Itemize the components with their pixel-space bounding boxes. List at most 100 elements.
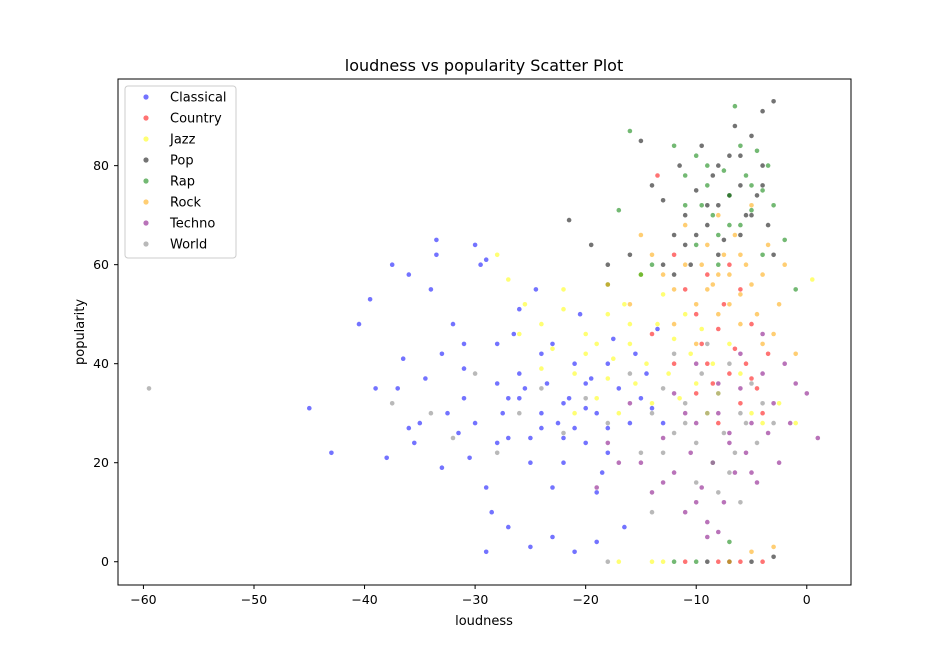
- point-pop: [716, 163, 721, 168]
- point-country: [738, 287, 743, 292]
- point-rock: [793, 351, 798, 357]
- point-world: [705, 410, 710, 416]
- legend-marker-pop: [143, 157, 149, 163]
- point-pop: [749, 212, 754, 218]
- point-classical: [583, 381, 588, 386]
- point-techno: [627, 401, 633, 406]
- point-pop: [771, 554, 776, 560]
- point-rock: [638, 232, 644, 238]
- point-rock: [749, 203, 754, 208]
- point-pop: [693, 232, 699, 238]
- point-jazz: [539, 366, 544, 371]
- point-classical: [528, 460, 533, 466]
- x-axis-label: loudness: [455, 614, 513, 629]
- point-country: [693, 311, 699, 317]
- point-world: [517, 410, 522, 416]
- point-classical: [611, 336, 616, 342]
- point-techno: [693, 500, 699, 505]
- point-techno: [760, 331, 765, 337]
- point-jazz: [793, 420, 798, 426]
- point-jazz: [594, 396, 599, 401]
- point-classical: [367, 297, 373, 302]
- point-world: [699, 371, 704, 376]
- point-rap: [649, 262, 655, 268]
- legend-label-country: Country: [170, 112, 222, 127]
- point-country: [671, 252, 677, 258]
- points-layer: [146, 99, 821, 564]
- point-rap: [765, 163, 771, 168]
- point-pop: [771, 99, 776, 104]
- legend-marker-techno: [143, 220, 149, 226]
- point-jazz: [616, 410, 622, 416]
- y-tick-label: 60: [93, 257, 109, 272]
- point-pop: [699, 143, 704, 149]
- point-classical: [539, 351, 544, 357]
- point-classical: [489, 509, 495, 515]
- point-classical: [517, 371, 522, 376]
- point-classical: [616, 386, 622, 391]
- point-classical: [494, 440, 500, 446]
- point-world: [389, 401, 395, 406]
- point-techno: [705, 519, 710, 525]
- point-jazz: [594, 341, 599, 347]
- point-pop: [660, 198, 666, 203]
- point-rap: [727, 222, 732, 228]
- point-jazz: [649, 401, 655, 406]
- point-country: [705, 361, 710, 367]
- point-world: [605, 559, 611, 564]
- point-country: [682, 287, 688, 292]
- point-classical: [517, 306, 522, 312]
- point-classical: [517, 396, 522, 401]
- chart-title: loudness vs popularity Scatter Plot: [345, 56, 623, 75]
- point-jazz: [605, 376, 611, 381]
- point-rock: [716, 272, 721, 277]
- point-jazz: [627, 321, 633, 327]
- legend: Classical Country Jazz Pop Rap Rock Techno Worl…: [124, 85, 237, 259]
- point-world: [682, 420, 688, 426]
- point-classical: [649, 405, 655, 411]
- point-jazz: [616, 559, 622, 564]
- point-country: [710, 381, 716, 386]
- point-classical: [384, 455, 390, 461]
- point-techno: [727, 440, 732, 446]
- point-rock: [710, 282, 716, 287]
- point-rap: [721, 168, 727, 173]
- point-jazz: [655, 321, 660, 327]
- point-classical: [439, 351, 445, 357]
- point-world: [738, 410, 743, 416]
- point-rock: [660, 272, 666, 277]
- point-pop: [760, 163, 765, 168]
- point-country: [727, 262, 732, 268]
- point-techno: [693, 420, 699, 426]
- point-jazz: [605, 311, 611, 317]
- point-classical: [539, 425, 544, 431]
- point-world: [660, 386, 666, 391]
- point-classical: [439, 465, 445, 471]
- point-classical: [456, 430, 461, 436]
- point-pop: [660, 262, 666, 268]
- point-rock: [721, 252, 727, 258]
- point-jazz: [517, 331, 522, 337]
- point-pop: [682, 212, 688, 218]
- point-jazz: [749, 410, 754, 416]
- point-classical: [472, 420, 478, 426]
- point-classical: [638, 396, 644, 401]
- point-rock: [732, 232, 738, 238]
- point-country: [738, 559, 743, 564]
- point-techno: [605, 440, 611, 446]
- point-rap: [705, 183, 710, 188]
- point-jazz: [693, 381, 699, 386]
- point-techno: [688, 450, 693, 456]
- point-rock: [682, 262, 688, 268]
- point-rap: [738, 143, 743, 149]
- point-country: [699, 341, 704, 347]
- point-jazz: [699, 326, 704, 332]
- point-techno: [749, 420, 754, 426]
- point-classical: [461, 366, 467, 371]
- legend-box: [124, 85, 237, 259]
- legend-label-world: World: [170, 238, 207, 253]
- point-jazz: [677, 396, 682, 401]
- point-classical: [660, 420, 666, 426]
- point-jazz: [666, 371, 671, 376]
